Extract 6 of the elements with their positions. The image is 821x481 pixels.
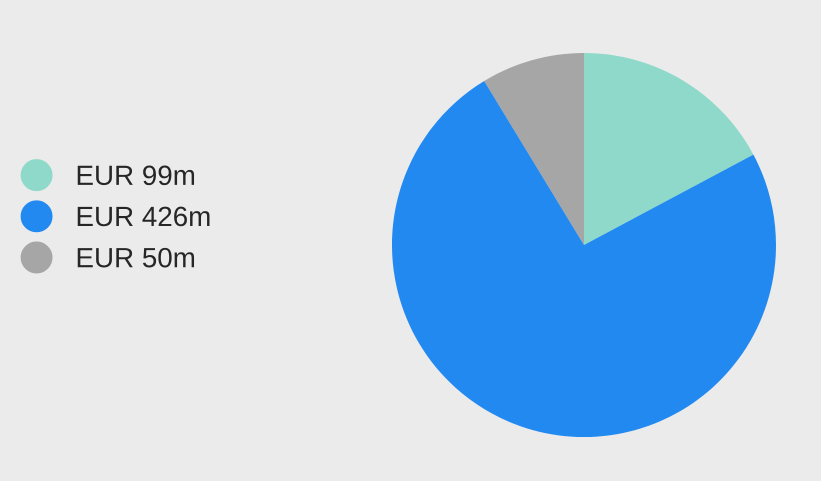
pie-slice: [484, 53, 584, 245]
pie-slice: [584, 53, 754, 245]
legend-label: EUR 50m: [78, 248, 194, 268]
legend-label: EUR 426m: [78, 206, 210, 226]
legend-label: EUR 99m: [78, 165, 194, 186]
pie-slice: [392, 80, 776, 437]
